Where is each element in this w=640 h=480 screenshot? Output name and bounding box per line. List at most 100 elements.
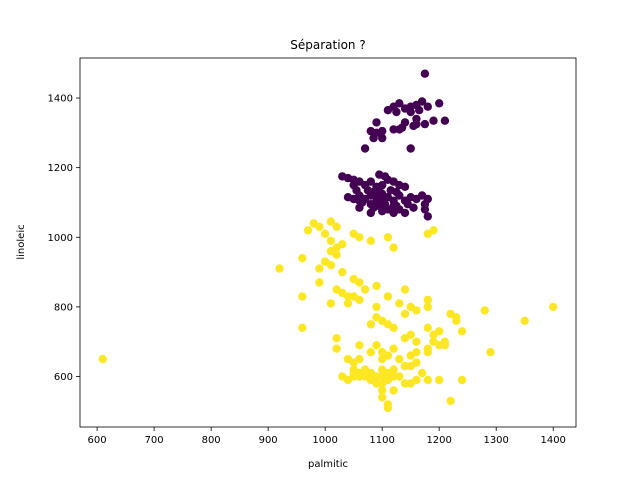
data-point-1-105	[435, 375, 444, 385]
data-point-0-12	[406, 107, 415, 117]
data-point-0-26	[378, 126, 387, 136]
data-point-0-22	[412, 119, 421, 129]
data-point-1-0	[98, 354, 108, 364]
data-point-0-10	[383, 106, 393, 115]
y-tick-label: 800	[54, 302, 73, 313]
data-point-1-25	[343, 299, 353, 308]
data-point-1-46	[423, 302, 432, 312]
data-point-1-50	[480, 306, 489, 315]
data-point-1-37	[400, 285, 410, 294]
data-point-0-66	[412, 194, 421, 204]
data-point-1-1	[275, 264, 284, 273]
data-point-1-80	[457, 327, 467, 336]
data-point-1-35	[360, 285, 370, 294]
x-tick-label: 1200	[426, 435, 451, 446]
x-tick-label: 600	[88, 435, 107, 446]
data-point-1-11	[326, 236, 336, 245]
data-point-1-24	[326, 299, 336, 308]
data-point-1-40	[372, 302, 381, 312]
x-axis-label: palmitic	[308, 459, 348, 470]
data-point-1-61	[435, 327, 444, 336]
data-point-0-85	[355, 196, 364, 205]
data-point-1-44	[412, 306, 421, 315]
data-point-1-59	[423, 323, 432, 332]
y-axis-label: linoleic	[16, 224, 27, 259]
data-point-1-68	[332, 344, 341, 353]
data-point-1-65	[400, 334, 410, 343]
data-point-1-15	[332, 250, 341, 259]
data-point-0-86	[389, 201, 398, 211]
data-point-1-96	[383, 375, 393, 385]
data-point-1-110	[383, 403, 393, 413]
data-point-1-51	[520, 316, 529, 325]
data-point-1-69	[355, 341, 364, 350]
x-axis-ticks: 600 700 800 900 1000 1100 1200 1300 1400	[88, 427, 566, 446]
data-point-1-42	[395, 299, 404, 308]
points-layer	[98, 69, 558, 413]
data-point-0-30	[406, 144, 415, 153]
data-point-1-119	[412, 348, 421, 357]
data-point-1-52	[549, 302, 558, 312]
data-point-1-100	[389, 386, 398, 395]
data-point-1-20	[315, 278, 324, 287]
x-tick-label: 1100	[369, 435, 394, 446]
data-point-1-70	[372, 341, 381, 350]
data-point-1-3	[298, 292, 307, 301]
data-point-1-30	[389, 243, 398, 252]
y-axis-ticks: 600 800 1000 1200 1400	[48, 94, 80, 383]
y-tick-label: 1200	[48, 163, 73, 174]
data-point-1-13	[338, 240, 347, 249]
data-point-1-103	[412, 375, 421, 385]
data-point-1-27	[355, 233, 364, 242]
data-point-1-71	[389, 344, 398, 353]
data-point-1-67	[332, 334, 341, 343]
y-tick-label: 600	[54, 372, 73, 383]
data-point-1-10	[320, 229, 330, 238]
data-point-1-104	[423, 375, 432, 385]
data-point-1-18	[315, 264, 324, 273]
plot-area-frame	[79, 57, 577, 428]
data-point-0-82	[389, 208, 398, 218]
data-point-0-80	[366, 208, 375, 218]
x-tick-label: 1000	[312, 435, 337, 446]
data-point-0-16	[372, 118, 381, 127]
data-point-1-53	[400, 309, 410, 319]
data-point-1-41	[383, 292, 393, 301]
data-point-1-58	[389, 323, 398, 332]
data-point-0-81	[378, 207, 387, 216]
data-point-1-39	[355, 295, 364, 305]
data-point-0-74	[355, 203, 364, 212]
data-point-0-11	[392, 107, 401, 117]
data-point-1-117	[343, 354, 353, 364]
data-point-1-28	[366, 236, 375, 245]
data-point-0-56	[395, 191, 404, 200]
x-tick-label: 700	[145, 435, 164, 446]
data-point-1-32	[429, 226, 438, 235]
data-point-1-114	[400, 361, 410, 371]
data-point-0-7	[417, 97, 427, 106]
data-point-0-6	[415, 106, 424, 115]
data-point-0-8	[423, 102, 432, 111]
data-point-0-84	[420, 205, 430, 214]
data-point-1-118	[378, 354, 387, 364]
data-point-1-56	[366, 320, 375, 329]
data-point-0-0	[420, 69, 430, 78]
data-point-1-17	[326, 260, 336, 270]
x-tick-label: 900	[259, 435, 278, 446]
data-point-1-120	[429, 337, 438, 346]
data-point-1-8	[326, 217, 336, 226]
data-point-1-29	[383, 233, 393, 242]
data-point-0-28	[378, 133, 387, 143]
data-point-1-111	[389, 365, 398, 374]
data-point-1-78	[423, 348, 432, 357]
data-point-1-124	[349, 372, 358, 381]
data-point-0-29	[360, 144, 370, 153]
data-point-1-19	[338, 267, 347, 277]
data-point-1-45	[423, 295, 432, 305]
data-point-1-7	[315, 222, 324, 231]
y-tick-label: 1000	[48, 233, 73, 244]
x-tick-label: 1300	[483, 435, 508, 446]
data-point-0-21	[397, 123, 407, 132]
data-point-1-107	[446, 396, 455, 406]
